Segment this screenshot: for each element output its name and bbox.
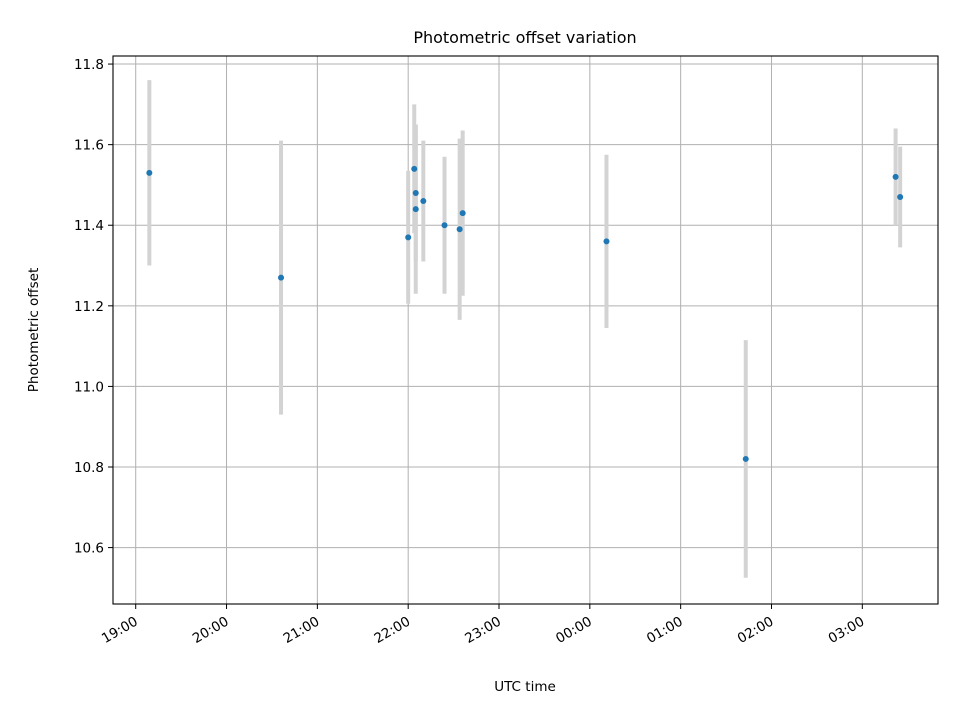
y-tick-label: 11.4 xyxy=(74,218,104,234)
x-tick-label: 19:00 xyxy=(99,614,141,647)
y-tick-label: 11.2 xyxy=(74,299,104,315)
x-tick-label: 03:00 xyxy=(826,614,868,647)
data-point xyxy=(459,210,466,217)
data-point xyxy=(897,194,904,201)
chart-title: Photometric offset variation xyxy=(413,28,636,47)
data-point xyxy=(278,274,285,281)
y-tick-label: 11.6 xyxy=(74,138,104,154)
x-tick-label: 21:00 xyxy=(281,614,323,647)
x-tick-label: 00:00 xyxy=(553,614,595,647)
x-tick-label: 20:00 xyxy=(190,614,232,647)
y-tick-label: 10.6 xyxy=(74,541,104,557)
data-point xyxy=(412,190,419,196)
data-point xyxy=(420,198,427,205)
x-tick-label: 23:00 xyxy=(462,614,504,647)
y-tick-label: 10.8 xyxy=(74,460,104,476)
grid-layer xyxy=(113,56,938,604)
x-tick-label: 01:00 xyxy=(644,614,686,647)
errorbar-layer xyxy=(147,80,903,578)
x-tick-label: 22:00 xyxy=(371,614,413,647)
data-point xyxy=(892,173,899,180)
data-point xyxy=(441,222,448,229)
plot-frame xyxy=(112,55,939,605)
y-tick-label: 11.0 xyxy=(74,379,104,395)
y-tick-label: 11.8 xyxy=(74,57,104,73)
data-point xyxy=(412,206,419,213)
data-point xyxy=(742,455,749,462)
y-axis-label: Photometric offset xyxy=(26,268,42,392)
x-tick-label: 02:00 xyxy=(735,614,777,647)
data-point xyxy=(603,238,610,245)
data-point xyxy=(456,226,463,233)
x-axis-label: UTC time xyxy=(494,679,556,695)
tick-layer: 19:00 20:00 21:00 22:00 23:00 00:00 01:00 02:00… xyxy=(74,57,867,647)
point-layer xyxy=(146,165,904,462)
data-point xyxy=(411,165,418,172)
data-point xyxy=(405,234,412,241)
data-point xyxy=(146,169,153,176)
